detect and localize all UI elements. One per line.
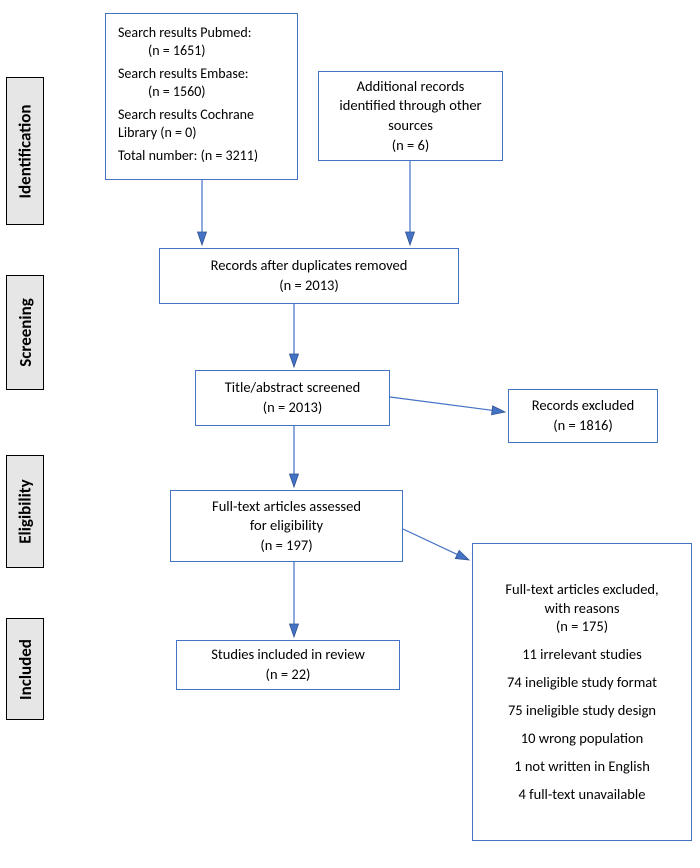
box-title-abstract: Title/abstract screened (n = 2013) xyxy=(195,370,390,426)
stage-eligibility: Eligibility xyxy=(6,455,44,568)
stage-included: Included xyxy=(6,618,44,720)
stage-label-text: Screening xyxy=(15,298,36,367)
stage-screening: Screening xyxy=(6,275,44,390)
box-additional-records: Additional records identified through ot… xyxy=(318,71,503,161)
stage-label-text: Identification xyxy=(15,104,36,198)
box-fulltext-assessed: Full-text articles assessed for eligibil… xyxy=(170,490,403,562)
box-search-results: Search results Pubmed: (n = 1651) Search… xyxy=(105,13,298,180)
box-records-excluded: Records excluded (n = 1816) xyxy=(508,389,658,443)
stage-label-text: Included xyxy=(15,639,36,700)
stage-label-text: Eligibility xyxy=(15,479,36,543)
box-fulltext-excluded: Full-text articles excluded, with reason… xyxy=(472,543,692,841)
box-after-duplicates: Records after duplicates removed (n = 20… xyxy=(159,248,459,304)
box-studies-included: Studies included in review (n = 22) xyxy=(176,640,400,690)
stage-identification: Identification xyxy=(6,77,44,225)
